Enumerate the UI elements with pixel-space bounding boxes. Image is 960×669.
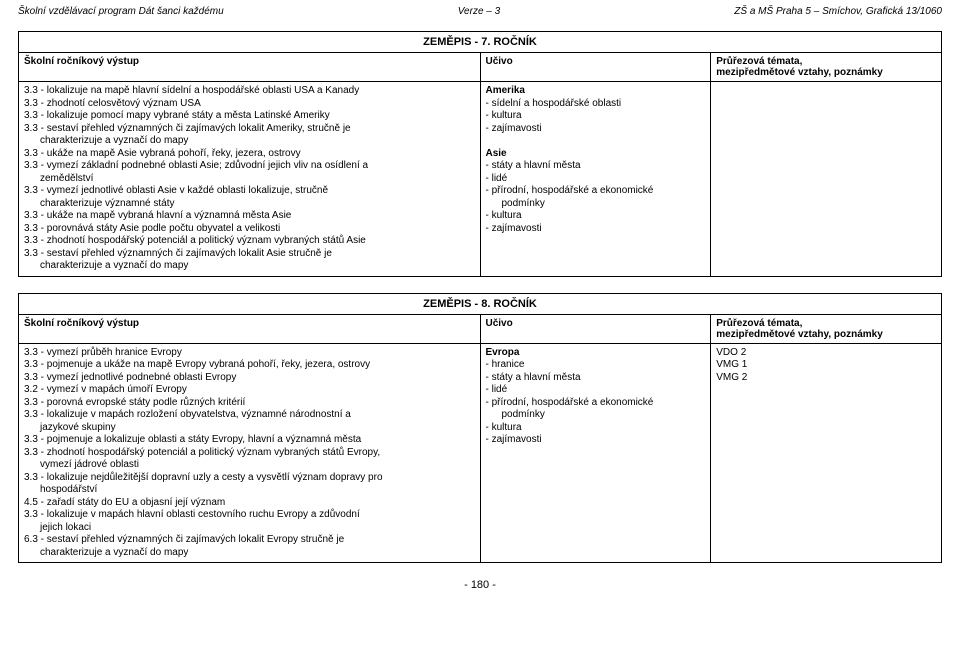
text-line: Evropa xyxy=(486,347,706,360)
header-right: ZŠ a MŠ Praha 5 – Smíchov, Grafická 13/1… xyxy=(734,6,942,17)
text-line: charakterizuje a vyznačí do mapy xyxy=(24,547,475,560)
text-line: 3.3 - zhodnotí celosvětový význam USA xyxy=(24,98,475,111)
table7-col-ucivo: Učivo xyxy=(480,53,711,82)
table7-col-outcomes: Školní ročníkový výstup xyxy=(19,53,481,82)
text-line: 3.3 - sestaví přehled významných či zají… xyxy=(24,123,475,136)
text-line: 3.3 - pojmenuje a lokalizuje oblasti a s… xyxy=(24,434,475,447)
text-line: hospodářství xyxy=(24,484,475,497)
text-line: Amerika xyxy=(486,85,706,98)
text-line: podmínky xyxy=(486,409,706,422)
text-line: charakterizuje a vyznačí do mapy xyxy=(24,260,475,273)
text-line: zemědělství xyxy=(24,173,475,186)
text-line: - kultura xyxy=(486,422,706,435)
text-line: - zajímavosti xyxy=(486,223,706,236)
text-line: - přírodní, hospodářské a ekonomické xyxy=(486,185,706,198)
text-line xyxy=(486,135,706,148)
text-line: - kultura xyxy=(486,110,706,123)
text-line: 3.3 - lokalizuje na mapě hlavní sídelní … xyxy=(24,85,475,98)
text-line: 6.3 - sestaví přehled významných či zají… xyxy=(24,534,475,547)
curriculum-table-grade8: ZEMĚPIS - 8. ROČNÍK Školní ročníkový výs… xyxy=(18,293,942,564)
text-line: 3.3 - zhodnotí hospodářský potenciál a p… xyxy=(24,235,475,248)
page: Školní vzdělávací program Dát šanci každ… xyxy=(0,0,960,669)
text-line: - lidé xyxy=(486,173,706,186)
text-line: 3.3 - lokalizuje v mapách hlavní oblasti… xyxy=(24,509,475,522)
page-number: - 180 - xyxy=(18,579,942,591)
text-line: 3.3 - vymezí základní podnebné oblasti A… xyxy=(24,160,475,173)
table8-col-outcomes: Školní ročníkový výstup xyxy=(19,314,481,343)
table7-notes-cell xyxy=(711,82,942,277)
text-line: Asie xyxy=(486,148,706,161)
text-line: - hranice xyxy=(486,359,706,372)
table8-col-notes: Průřezová témata, mezipředmětové vztahy,… xyxy=(711,314,942,343)
table7-ucivo-cell: Amerika- sídelní a hospodářské oblasti- … xyxy=(480,82,711,277)
text-line: - sídelní a hospodářské oblasti xyxy=(486,98,706,111)
text-line: 4.5 - zařadí státy do EU a objasní její … xyxy=(24,497,475,510)
text-line: VMG 1 xyxy=(716,359,936,372)
text-line: 3.3 - vymezí průběh hranice Evropy xyxy=(24,347,475,360)
table8-notes-cell: VDO 2VMG 1VMG 2 xyxy=(711,343,942,563)
text-line: vymezí jádrové oblasti xyxy=(24,459,475,472)
table8-title: ZEMĚPIS - 8. ROČNÍK xyxy=(19,293,942,314)
text-line: 3.3 - porovná evropské státy podle různý… xyxy=(24,397,475,410)
text-line: - kultura xyxy=(486,210,706,223)
text-line: 3.3 - lokalizuje pomocí mapy vybrané stá… xyxy=(24,110,475,123)
text-line: jejich lokaci xyxy=(24,522,475,535)
table8-outcomes-cell: 3.3 - vymezí průběh hranice Evropy3.3 - … xyxy=(19,343,481,563)
text-line: charakterizuje a vyznačí do mapy xyxy=(24,135,475,148)
text-line: - zajímavosti xyxy=(486,434,706,447)
text-line: - přírodní, hospodářské a ekonomické xyxy=(486,397,706,410)
text-line: 3.3 - lokalizuje nejdůležitější dopravní… xyxy=(24,472,475,485)
text-line: charakterizuje významné státy xyxy=(24,198,475,211)
text-line: 3.3 - lokalizuje v mapách rozložení obyv… xyxy=(24,409,475,422)
text-line: - státy a hlavní města xyxy=(486,372,706,385)
text-line: - státy a hlavní města xyxy=(486,160,706,173)
text-line: 3.3 - pojmenuje a ukáže na mapě Evropy v… xyxy=(24,359,475,372)
table8-col-ucivo: Učivo xyxy=(480,314,711,343)
text-line: 3.3 - sestaví přehled významných či zají… xyxy=(24,248,475,261)
text-line: - lidé xyxy=(486,384,706,397)
text-line: jazykové skupiny xyxy=(24,422,475,435)
text-line: 3.3 - ukáže na mapě vybraná hlavní a výz… xyxy=(24,210,475,223)
table7-outcomes-cell: 3.3 - lokalizuje na mapě hlavní sídelní … xyxy=(19,82,481,277)
table7-col-notes: Průřezová témata, mezipředmětové vztahy,… xyxy=(711,53,942,82)
header-center: Verze – 3 xyxy=(458,6,500,17)
text-line: 3.3 - vymezí jednotlivé podnebné oblasti… xyxy=(24,372,475,385)
text-line: 3.3 - zhodnotí hospodářský potenciál a p… xyxy=(24,447,475,460)
curriculum-table-grade7: ZEMĚPIS - 7. ROČNÍK Školní ročníkový výs… xyxy=(18,31,942,277)
text-line: 3.3 - porovnává státy Asie podle počtu o… xyxy=(24,223,475,236)
text-line: VDO 2 xyxy=(716,347,936,360)
text-line: 3.3 - vymezí jednotlivé oblasti Asie v k… xyxy=(24,185,475,198)
header-left: Školní vzdělávací program Dát šanci každ… xyxy=(18,6,224,17)
text-line: 3.3 - ukáže na mapě Asie vybraná pohoří,… xyxy=(24,148,475,161)
text-line: - zajímavosti xyxy=(486,123,706,136)
table8-ucivo-cell: Evropa- hranice- státy a hlavní města- l… xyxy=(480,343,711,563)
page-header: Školní vzdělávací program Dát šanci každ… xyxy=(18,6,942,17)
text-line: VMG 2 xyxy=(716,372,936,385)
text-line: podmínky xyxy=(486,198,706,211)
text-line: 3.2 - vymezí v mapách úmoří Evropy xyxy=(24,384,475,397)
table7-title: ZEMĚPIS - 7. ROČNÍK xyxy=(19,32,942,53)
